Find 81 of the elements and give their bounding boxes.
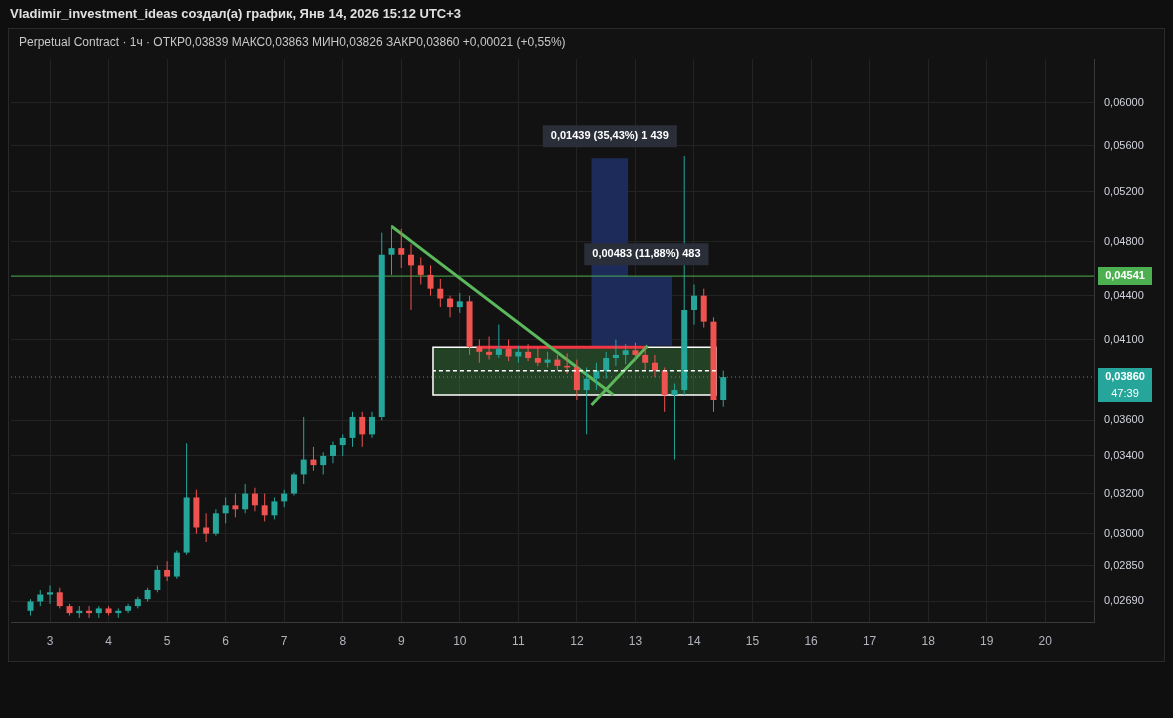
candlestick bbox=[242, 483, 249, 514]
candlestick bbox=[651, 354, 658, 378]
text: 47:39 bbox=[1111, 387, 1139, 400]
candlestick bbox=[261, 493, 268, 522]
candlestick bbox=[671, 383, 678, 461]
candlestick bbox=[164, 560, 171, 582]
candlestick bbox=[573, 359, 580, 401]
candlestick bbox=[56, 587, 63, 609]
candlestick bbox=[154, 565, 161, 593]
x-tick-label: 5 bbox=[163, 634, 171, 649]
candlestick bbox=[222, 496, 229, 524]
x-tick-label: 6 bbox=[222, 634, 230, 649]
candlestick bbox=[290, 472, 297, 497]
candlestick bbox=[534, 346, 541, 367]
x-tick-label: 10 bbox=[453, 634, 467, 649]
y-tick-label: 0,02690 bbox=[1104, 594, 1144, 607]
candlestick bbox=[369, 411, 375, 439]
candlestick bbox=[359, 411, 366, 448]
candlestick bbox=[388, 224, 395, 276]
x-tick-label: 17 bbox=[862, 634, 877, 649]
annotation: 0,00483 (11,88%) 483 bbox=[592, 247, 701, 260]
x-tick-label: 12 bbox=[570, 634, 584, 649]
candlestick bbox=[437, 278, 444, 308]
x-tick-label: 11 bbox=[512, 634, 525, 649]
annotation: 0,01439 (35,43%) 1 439 bbox=[550, 129, 669, 142]
x-tick-label: 4 bbox=[105, 634, 113, 649]
candlestick bbox=[408, 243, 415, 311]
candlestick bbox=[476, 339, 483, 364]
y-tick-label: 0,05600 bbox=[1104, 138, 1144, 151]
candlestick bbox=[203, 512, 210, 543]
x-tick-label: 3 bbox=[46, 634, 54, 649]
candlestick bbox=[417, 256, 424, 285]
candlestick bbox=[232, 493, 239, 518]
x-tick-label: 15 bbox=[745, 634, 760, 649]
ref-line-label: 0,04541 bbox=[1105, 269, 1145, 282]
y-tick-label: 0,03200 bbox=[1104, 486, 1144, 499]
x-tick-label: 18 bbox=[921, 634, 936, 649]
candlestick bbox=[212, 508, 219, 537]
candlestick bbox=[398, 228, 405, 269]
y-tick-label: 0,03000 bbox=[1104, 526, 1144, 539]
x-tick-label: 7 bbox=[280, 634, 288, 649]
y-tick-label: 0,04400 bbox=[1104, 288, 1144, 301]
x-tick-label: 13 bbox=[628, 634, 643, 649]
candlestick bbox=[447, 295, 454, 318]
candlestick bbox=[329, 440, 336, 464]
y-tick-label: 0,04800 bbox=[1104, 234, 1144, 247]
candlestick bbox=[505, 339, 512, 362]
candlestick bbox=[456, 292, 463, 314]
x-tick-label: 14 bbox=[687, 634, 701, 649]
candlestick bbox=[310, 446, 317, 472]
candlestick bbox=[690, 284, 697, 326]
candlestick bbox=[251, 487, 258, 512]
candlestick bbox=[622, 343, 629, 365]
x-tick-label: 9 bbox=[397, 634, 405, 649]
candlestick bbox=[339, 433, 346, 457]
candlestick bbox=[486, 336, 493, 361]
candlestick bbox=[642, 346, 649, 372]
y-tick-label: 0,02850 bbox=[1104, 558, 1144, 571]
candlestick bbox=[632, 342, 639, 362]
candlestick bbox=[349, 411, 356, 448]
candlestick bbox=[495, 324, 502, 359]
x-tick-label: 20 bbox=[1038, 634, 1053, 649]
chart-subtitle: Vladimir_investment_ideas создал(а) график, Янв 14, 2026 15:12 UTC+3 bbox=[10, 6, 462, 21]
y-tick-label: 0,04100 bbox=[1104, 332, 1144, 345]
ref-line-label: 0,03860 bbox=[1105, 370, 1145, 383]
x-tick-label: 8 bbox=[339, 634, 347, 649]
candlestick bbox=[320, 451, 327, 475]
candlestick bbox=[271, 496, 278, 520]
x-tick-label: 16 bbox=[804, 634, 819, 649]
candlestick bbox=[525, 343, 532, 362]
y-tick-label: 0,06000 bbox=[1104, 96, 1144, 109]
candlestick bbox=[427, 264, 434, 297]
candlestick bbox=[612, 339, 619, 367]
x-tick-label: 19 bbox=[980, 634, 994, 649]
candlestick bbox=[47, 584, 54, 605]
y-tick-label: 0,03600 bbox=[1104, 413, 1144, 426]
chart-title: Perpetual Contract · 1ч · ОТКР0,03839 МАКС0,03863 МИН0,03826 ЗАКР0,03860 +0,00021 (+0,55%) bbox=[19, 35, 566, 49]
candlestick bbox=[173, 549, 180, 580]
y-tick-label: 0,03400 bbox=[1104, 448, 1144, 461]
y-tick-label: 0,05200 bbox=[1104, 184, 1144, 197]
candlestick bbox=[300, 416, 307, 485]
